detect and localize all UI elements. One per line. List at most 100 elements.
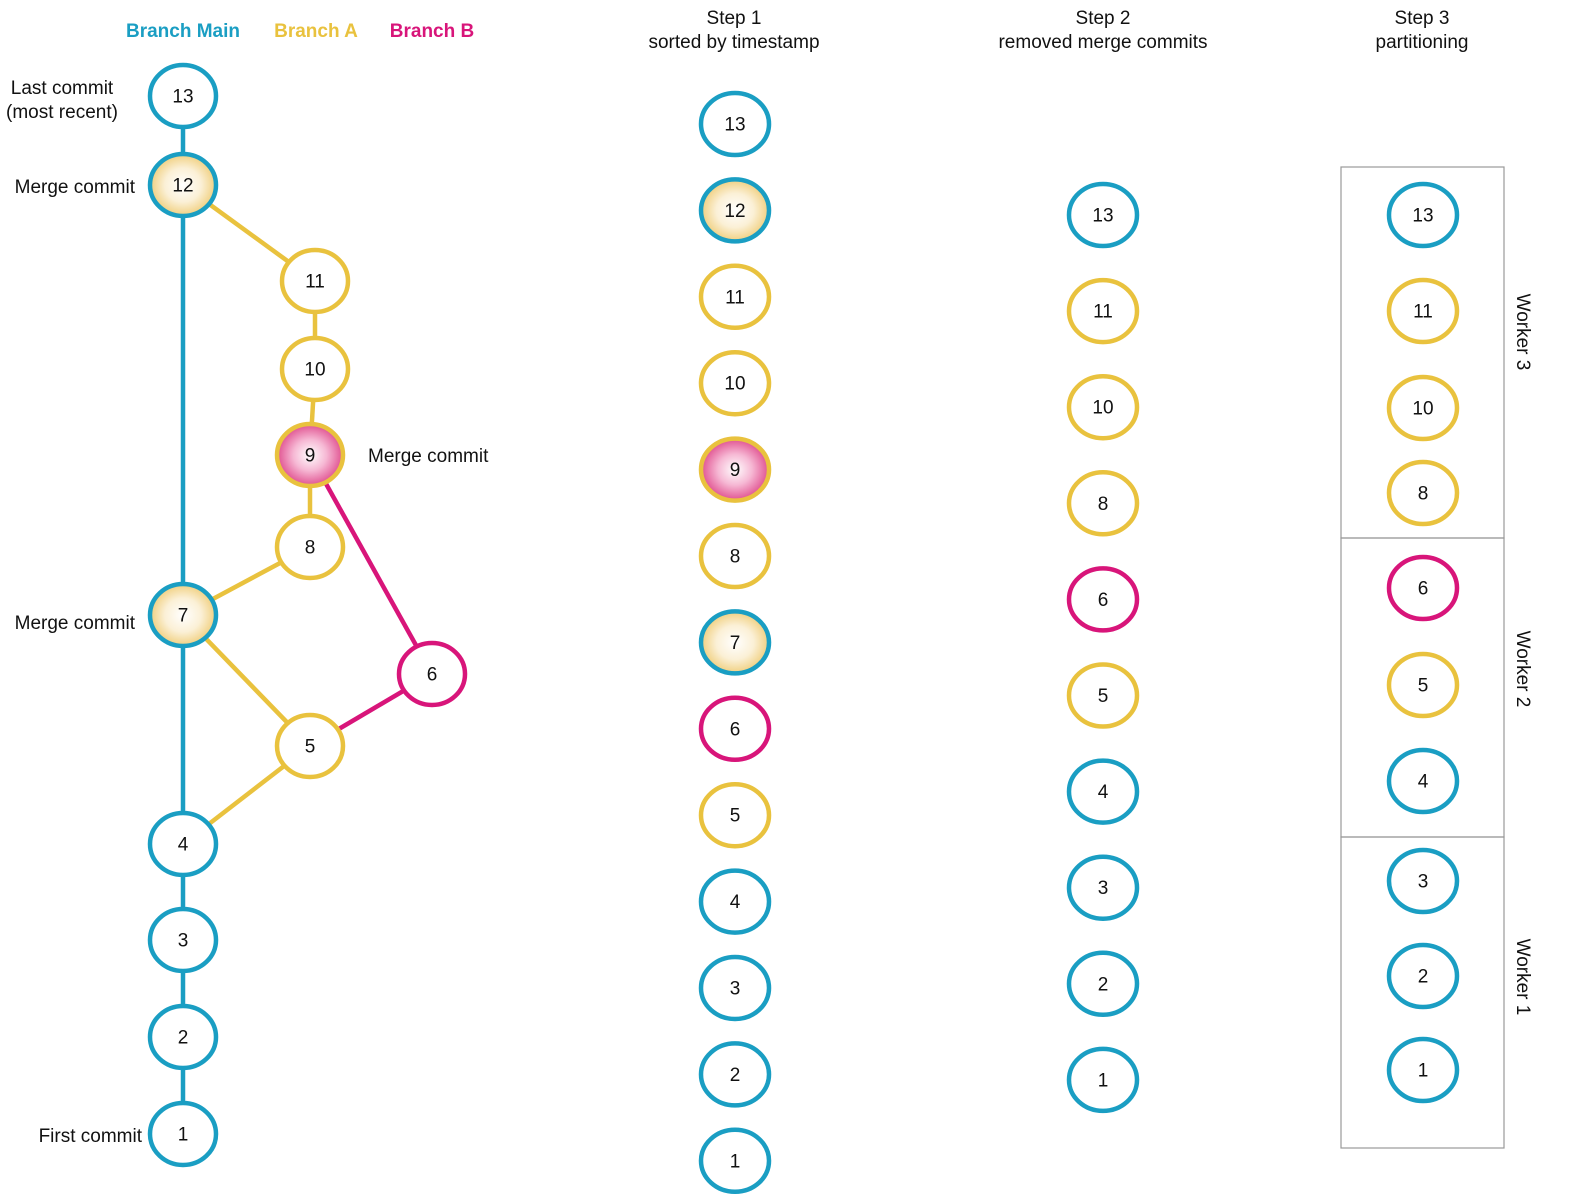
graph-commit-1-label: 1	[178, 1125, 189, 1146]
graph-commit-5: 5	[277, 715, 343, 777]
step2-commit-2: 2	[1069, 953, 1137, 1015]
last-commit-label-note: (most recent)	[6, 102, 118, 123]
step1-commit-9: 9	[701, 439, 769, 501]
step1-column: Step 1 sorted by timestamp 1312111098765…	[648, 8, 819, 1192]
graph-commit-2-label: 2	[178, 1028, 189, 1049]
step2-commit-8-label: 8	[1098, 494, 1109, 515]
step1-commit-10-label: 10	[724, 374, 745, 395]
merge-commit-label-7: Merge commit	[15, 613, 136, 634]
step3-nodes: 13 11 10 8 6 5 4 3 2 1	[1389, 184, 1457, 1101]
step3-commit-2: 2	[1389, 945, 1457, 1007]
step2-commit-11: 11	[1069, 280, 1137, 342]
graph-commit-6-label: 6	[427, 665, 438, 686]
graph-commit-7-label: 7	[178, 606, 189, 627]
step1-commit-2: 2	[701, 1043, 769, 1105]
worker-labels: Worker 3 Worker 2 Worker 1	[1512, 294, 1533, 1016]
worker-label-2: Worker 2	[1512, 631, 1533, 708]
graph-commit-7: 7	[150, 584, 216, 646]
graph-commit-8: 8	[277, 516, 343, 578]
step1-commit-4-label: 4	[730, 892, 741, 913]
step3-commit-1-label: 1	[1418, 1061, 1429, 1082]
step1-commit-8-label: 8	[730, 547, 741, 568]
step1-nodes: 13 12 11 10 9 8 7 6 5 4 3 2 1	[701, 93, 769, 1192]
step3-subtitle: partitioning	[1376, 32, 1469, 53]
step1-commit-12-label: 12	[724, 201, 745, 222]
step1-commit-7: 7	[701, 611, 769, 673]
step1-commit-13-label: 13	[724, 115, 745, 136]
step2-column: Step 2 removed merge commits 13 11 10 8 6 5 4 3…	[998, 8, 1207, 1111]
step1-commit-11-label: 11	[725, 287, 745, 308]
graph-commit-9-label: 9	[305, 446, 316, 467]
step2-commit-6: 6	[1069, 568, 1137, 630]
merge-commit-label-9: Merge commit	[368, 446, 489, 467]
step3-commit-4: 4	[1389, 750, 1457, 812]
graph-commit-11-label: 11	[305, 272, 325, 293]
step3-commit-11: 11	[1389, 280, 1457, 342]
graph-commit-6: 6	[399, 643, 465, 705]
step2-commit-4: 4	[1069, 761, 1137, 823]
graph-commit-1: 1	[150, 1103, 216, 1165]
graph-commit-9: 9	[277, 424, 343, 486]
step3-column: Step 3 partitioning 1311108654321 Worker…	[1341, 8, 1533, 1148]
step2-commit-1: 1	[1069, 1049, 1137, 1111]
step3-commit-3: 3	[1389, 850, 1457, 912]
commit-graph: 13121110987654321 Last commit (most rece…	[6, 65, 489, 1165]
step3-commit-10-label: 10	[1412, 399, 1433, 420]
step3-commit-8: 8	[1389, 462, 1457, 524]
graph-commit-8-label: 8	[305, 538, 316, 559]
step2-commit-4-label: 4	[1098, 782, 1109, 803]
legend: Branch Main Branch A Branch B	[126, 21, 474, 42]
legend-branch-main: Branch Main	[126, 21, 240, 42]
step2-commit-5-label: 5	[1098, 686, 1109, 707]
first-commit-label: First commit	[39, 1126, 143, 1147]
step1-commit-5: 5	[701, 784, 769, 846]
worker-label-3: Worker 3	[1512, 294, 1533, 371]
step1-commit-9-label: 9	[730, 460, 741, 481]
step3-commit-8-label: 8	[1418, 484, 1429, 505]
step2-nodes: 13 11 10 8 6 5 4 3 2 1	[1069, 184, 1137, 1111]
legend-branch-b: Branch B	[390, 21, 474, 42]
step1-commit-3: 3	[701, 957, 769, 1019]
merge-commit-label-12: Merge commit	[15, 177, 136, 198]
step2-commit-10: 10	[1069, 376, 1137, 438]
step3-commit-4-label: 4	[1418, 772, 1429, 793]
last-commit-label: Last commit	[11, 78, 114, 99]
step3-title: Step 3	[1395, 8, 1450, 29]
step3-commit-10: 10	[1389, 377, 1457, 439]
step1-commit-3-label: 3	[730, 979, 741, 1000]
graph-commit-10: 10	[282, 338, 348, 400]
step2-commit-3-label: 3	[1098, 878, 1109, 899]
graph-commit-12-label: 12	[172, 176, 193, 197]
step3-commit-6: 6	[1389, 557, 1457, 619]
graph-commit-4-label: 4	[178, 835, 189, 856]
step1-commit-10: 10	[701, 352, 769, 414]
step2-commit-10-label: 10	[1092, 398, 1113, 419]
step1-commit-5-label: 5	[730, 806, 741, 827]
step3-commit-6-label: 6	[1418, 579, 1429, 600]
graph-nodes: 13121110987654321	[150, 65, 465, 1165]
step1-commit-7-label: 7	[730, 633, 741, 654]
step1-commit-2-label: 2	[730, 1065, 741, 1086]
step1-commit-1: 1	[701, 1130, 769, 1192]
step1-commit-6-label: 6	[730, 719, 741, 740]
step3-commit-3-label: 3	[1418, 872, 1429, 893]
step1-commit-1-label: 1	[730, 1151, 741, 1172]
step2-title: Step 2	[1076, 8, 1131, 29]
step3-commit-13-label: 13	[1412, 206, 1433, 227]
step1-commit-6: 6	[701, 698, 769, 760]
graph-commit-2: 2	[150, 1006, 216, 1068]
step1-commit-4: 4	[701, 871, 769, 933]
worker-label-1: Worker 1	[1512, 939, 1533, 1016]
step3-commit-1: 1	[1389, 1039, 1457, 1101]
step2-commit-6-label: 6	[1098, 590, 1109, 611]
step2-commit-3: 3	[1069, 857, 1137, 919]
graph-commit-11: 11	[282, 250, 348, 312]
graph-commit-13: 13	[150, 65, 216, 127]
step1-commit-13: 13	[701, 93, 769, 155]
graph-commit-5-label: 5	[305, 737, 316, 758]
step3-commit-11-label: 11	[1413, 302, 1433, 323]
step1-commit-11: 11	[701, 266, 769, 328]
step2-commit-13: 13	[1069, 184, 1137, 246]
step2-commit-8: 8	[1069, 472, 1137, 534]
